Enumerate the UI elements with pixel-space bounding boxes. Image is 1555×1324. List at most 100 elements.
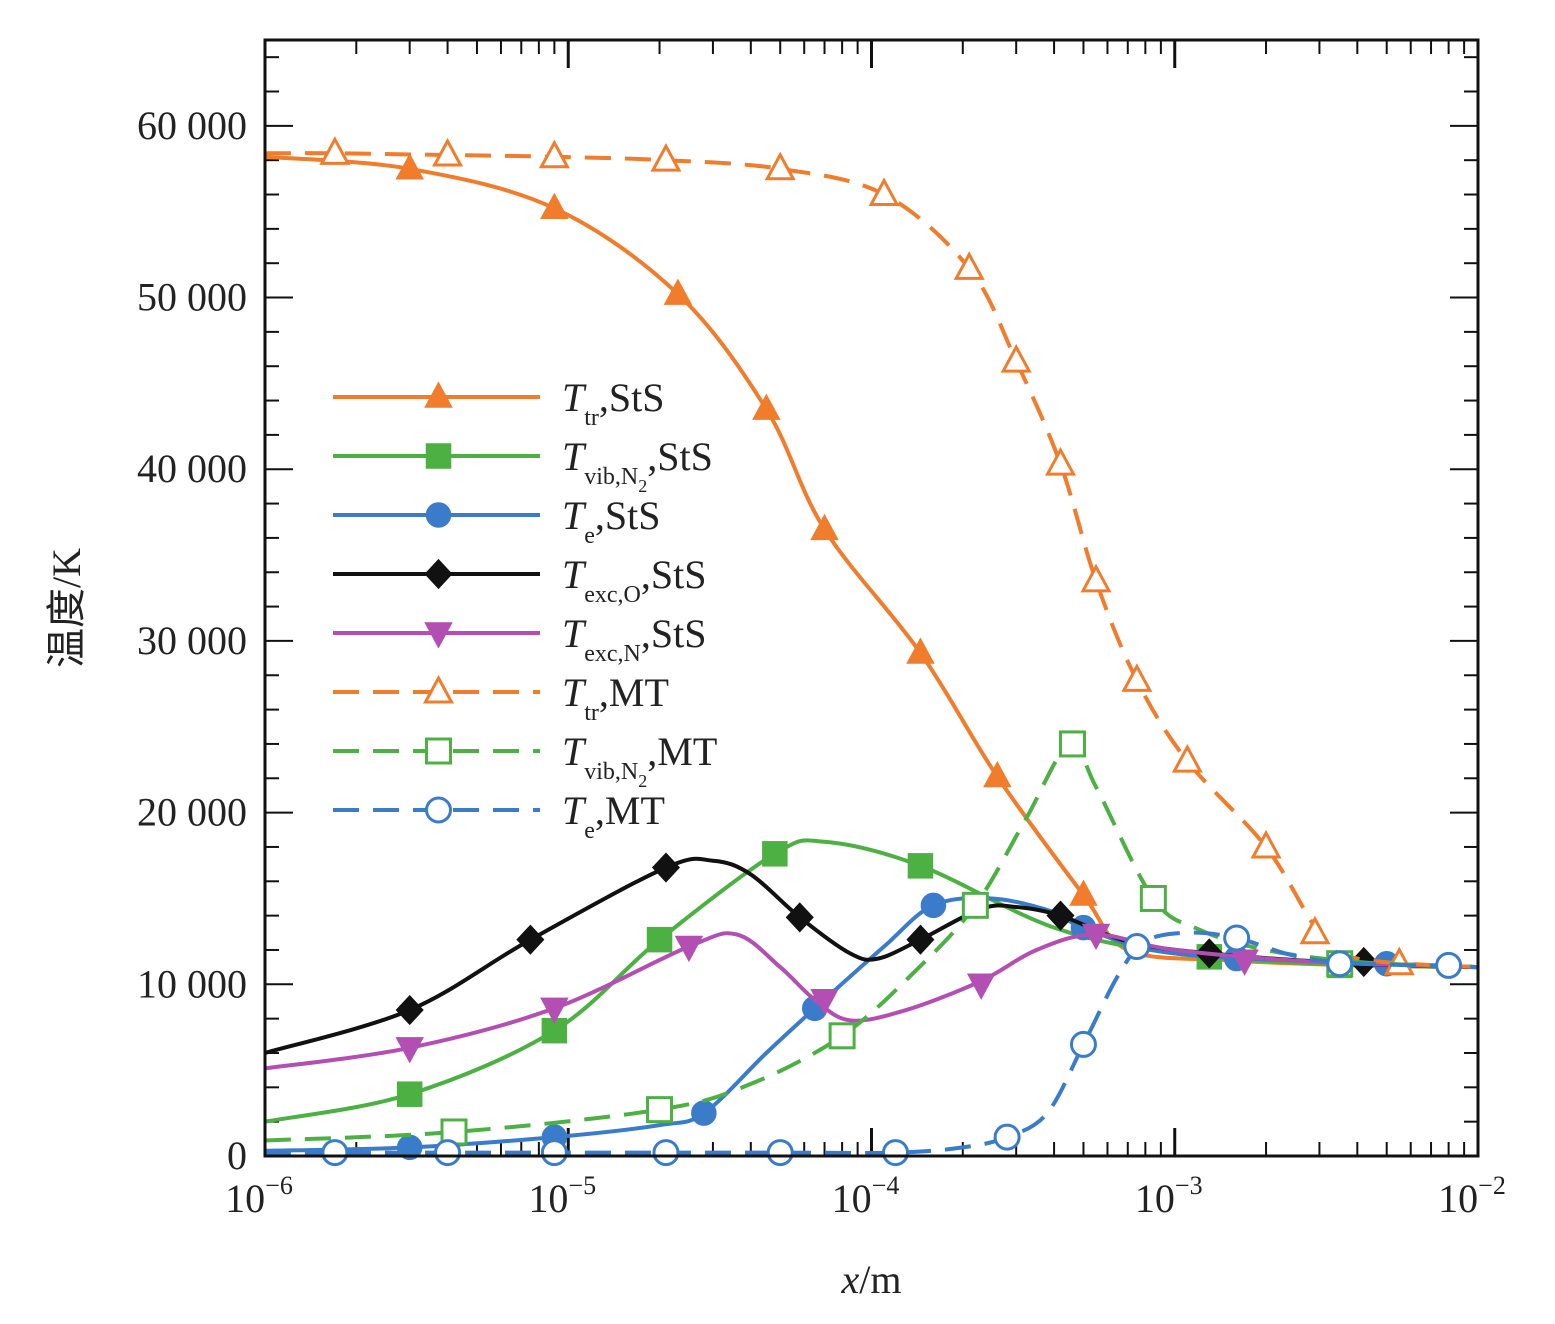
legend-label: Texc,O,StS [562, 552, 707, 608]
data-point [1123, 933, 1151, 961]
data-point [828, 1022, 856, 1050]
data-point [961, 891, 989, 919]
data-point [663, 278, 693, 305]
data-point [1171, 743, 1203, 773]
data-point [396, 1081, 423, 1107]
data-point [983, 760, 1012, 788]
legend-item-t-e-mt: Te,MT [333, 788, 665, 844]
legend-label: Ttr,StS [562, 375, 665, 431]
data-point [650, 143, 682, 172]
series-line-t-e-mt [264, 930, 1479, 1155]
data-point [1081, 923, 1111, 951]
legend-marker [422, 674, 455, 704]
y-tick-label: 20 000 [137, 790, 247, 835]
data-point [646, 926, 673, 953]
data-point [540, 1139, 568, 1167]
legend-marker [424, 381, 453, 408]
data-point [1044, 446, 1077, 476]
data-point [1121, 663, 1153, 692]
data-point [764, 151, 796, 181]
legend-marker [425, 502, 452, 528]
data-point [1046, 900, 1075, 931]
legend-item-t-e-sts: Te,StS [333, 493, 661, 549]
data-point [1080, 563, 1112, 593]
legend-marker [424, 558, 453, 590]
legend-label: Texc,N,StS [562, 611, 707, 667]
y-axis-title: 温度/K [44, 548, 89, 668]
series-t-exc-n-sts [264, 923, 1479, 1071]
legend-marker [425, 737, 452, 765]
series-line-t-e-sts [264, 895, 1479, 1153]
data-point [691, 1100, 717, 1126]
data-point [906, 924, 935, 955]
data-point [516, 924, 545, 955]
data-point [319, 136, 351, 165]
legend-label: Tvib,N2,StS [562, 434, 713, 496]
legend-marker [424, 622, 453, 649]
data-point [1223, 924, 1251, 952]
data-point [1326, 950, 1354, 978]
series-line-t-vib-n2-sts [264, 838, 1479, 1124]
legend-label: Te,StS [562, 493, 661, 549]
data-point [395, 153, 424, 180]
data-point [646, 1096, 674, 1124]
data-point [538, 139, 570, 169]
x-tick-label: 10−6 [225, 1171, 293, 1221]
plot-frame [263, 38, 1480, 1158]
data-point [395, 994, 424, 1026]
series-t-tr-sts [264, 153, 1479, 970]
data-point [1058, 730, 1086, 758]
data-point [810, 989, 839, 1016]
x-tick-label: 10−3 [1135, 1171, 1203, 1221]
data-point [882, 1139, 910, 1167]
data-point [1230, 949, 1259, 976]
data-point [785, 902, 814, 933]
data-point [1000, 343, 1032, 373]
legend-item-t-exc-n-sts: Texc,N,StS [333, 611, 707, 667]
x-tick-label: 10−4 [832, 1171, 900, 1221]
legend-label: Te,MT [562, 788, 665, 844]
data-point [674, 935, 704, 963]
legend-label: Tvib,N2,MT [562, 729, 717, 791]
data-point [1250, 829, 1282, 859]
data-point [1069, 879, 1098, 906]
legend-item-t-vib-n2-mt: Tvib,N2,MT [333, 729, 717, 791]
y-tick-label: 60 000 [137, 103, 247, 148]
data-point [1383, 946, 1415, 976]
series-line-t-exc-n-sts [264, 931, 1479, 1071]
legend-marker [425, 796, 452, 824]
data-point [953, 251, 985, 280]
data-point [920, 892, 947, 919]
data-point [434, 1139, 462, 1167]
series-line-t-tr-mt [264, 151, 1479, 970]
y-tick-label: 10 000 [137, 961, 247, 1006]
data-point [1299, 915, 1331, 945]
data-point [540, 997, 569, 1024]
data-point [907, 853, 934, 879]
y-tick-label: 0 [227, 1133, 247, 1178]
legend-item-t-tr-mt: Ttr,MT [333, 670, 669, 726]
y-tick-label: 30 000 [137, 618, 247, 663]
legend-label: Ttr,MT [562, 670, 669, 726]
data-point [906, 637, 935, 664]
data-point [993, 1123, 1021, 1151]
series-group [264, 136, 1479, 1167]
series-t-tr-mt [264, 136, 1479, 976]
data-point [1069, 1030, 1097, 1058]
x-tick-label: 10−5 [528, 1171, 596, 1221]
legend-item-t-tr-sts: Ttr,StS [333, 375, 665, 431]
data-point [766, 1139, 794, 1167]
y-tick-label: 40 000 [137, 446, 247, 491]
legend-item-t-exc-o-sts: Texc,O,StS [333, 552, 707, 608]
x-tick-labels: 10−6 10−5 10−4 10−3 10−2 [225, 1171, 1506, 1221]
data-point [752, 393, 781, 420]
series-line-t-tr-sts [264, 154, 1479, 970]
data-point [1435, 951, 1463, 979]
data-point [966, 973, 996, 1000]
data-point [868, 177, 900, 207]
data-point [540, 192, 569, 220]
data-point [652, 1139, 680, 1167]
legend: Ttr,StSTvib,N2,StSTe,StSTexc,O,StSTexc,N… [333, 375, 717, 844]
data-point [432, 137, 464, 167]
